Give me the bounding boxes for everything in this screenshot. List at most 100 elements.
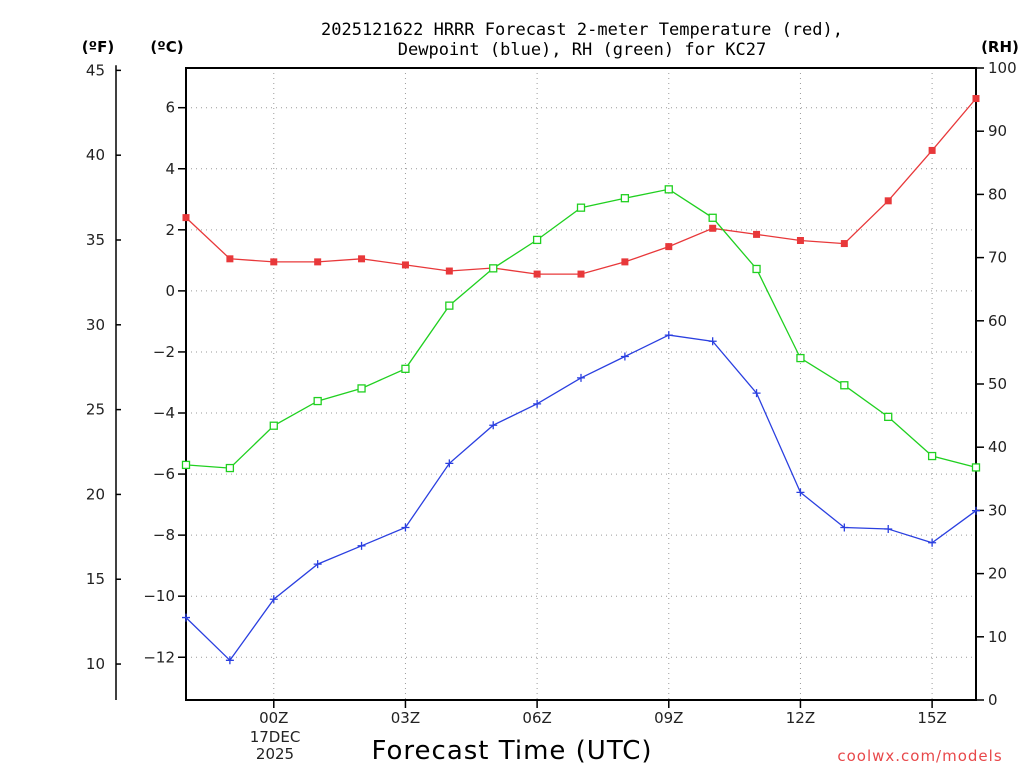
rh-point <box>884 412 893 422</box>
rh-tick-label: 70 <box>988 249 1007 267</box>
temperature-point <box>665 243 673 251</box>
rh-tick-label: 100 <box>988 59 1017 77</box>
rh-point <box>752 264 761 274</box>
rh-point <box>840 381 849 390</box>
temperature-point <box>577 270 585 278</box>
rh-tick-label: 90 <box>988 122 1007 140</box>
celsius-tick-label: −12 <box>143 648 175 666</box>
chart-title-line-1: 2025121622 HRRR Forecast 2-meter Tempera… <box>321 20 843 40</box>
temperature-point <box>182 214 190 222</box>
fahrenheit-tick-label: 35 <box>86 231 105 249</box>
celsius-tick-label: −4 <box>153 404 175 422</box>
rh-point <box>664 185 673 194</box>
dewpoint-point <box>928 538 937 547</box>
dewpoint-point <box>796 488 805 497</box>
temperature-point <box>928 146 936 154</box>
dewpoint-point <box>269 595 278 604</box>
date-label-year: 2025 <box>256 745 294 763</box>
celsius-tick-label: −6 <box>153 465 175 483</box>
temperature-line <box>185 98 977 275</box>
temperature-point <box>270 258 278 266</box>
rh-tick-label: 10 <box>988 628 1007 646</box>
x-tick-label: 12Z <box>786 709 815 727</box>
celsius-tick-label: 2 <box>165 221 175 239</box>
dewpoint-point <box>752 389 761 398</box>
temperature-point <box>796 237 804 245</box>
rh-point <box>927 451 937 461</box>
dewpoint-point <box>401 523 410 532</box>
rh-tick-label: 20 <box>988 565 1007 583</box>
fahrenheit-tick-label: 15 <box>86 570 105 588</box>
fahrenheit-tick-label: 25 <box>86 401 105 419</box>
dewpoint-point <box>708 337 717 346</box>
rh-point <box>181 460 191 470</box>
x-tick-label: 06Z <box>522 709 551 727</box>
credit-text: coolwx.com/models <box>837 747 1002 765</box>
rh-point <box>445 301 454 310</box>
dewpoint-point <box>664 331 673 340</box>
temperature-point <box>226 255 234 263</box>
x-axis-title: Forecast Time (UTC) <box>371 736 652 766</box>
fahrenheit-tick-label: 40 <box>86 146 105 164</box>
dewpoint-point <box>313 560 322 569</box>
fahrenheit-tick-label: 30 <box>86 316 105 334</box>
rh-tick-label: 80 <box>988 185 1007 203</box>
temperature-point <box>972 95 980 103</box>
temperature-point <box>753 230 761 238</box>
rh-point <box>796 353 805 363</box>
date-label-day: 17DEC <box>250 728 301 746</box>
rh-point <box>620 194 630 203</box>
rh-tick-label: 40 <box>988 438 1007 456</box>
rh-point <box>489 264 498 273</box>
x-tick-label: 15Z <box>917 709 946 727</box>
rh-point <box>532 235 542 245</box>
rh-tick-label: 50 <box>988 375 1007 393</box>
celsius-tick-label: −8 <box>153 526 175 544</box>
rh-point <box>357 384 366 393</box>
rh-point <box>708 213 717 222</box>
dewpoint-point <box>577 373 585 382</box>
dewpoint-point <box>182 613 190 622</box>
x-tick-label: 03Z <box>391 709 420 727</box>
dewpoint-point <box>357 541 366 550</box>
dewpoint-point <box>840 523 849 532</box>
rh-point <box>269 421 278 430</box>
dewpoint-point <box>884 525 893 534</box>
dewpoint-point <box>489 421 498 430</box>
temperature-point <box>840 240 848 248</box>
temperature-point <box>401 261 409 269</box>
temperature-point <box>314 258 322 266</box>
grid-lines <box>186 68 976 700</box>
temperature-point <box>533 270 541 278</box>
dewpoint-point <box>225 656 234 665</box>
dewpoint-line <box>185 334 977 662</box>
rh-point <box>401 364 410 373</box>
celsius-tick-label: 0 <box>165 282 175 300</box>
temperature-point <box>621 258 629 266</box>
rh-tick-label: 60 <box>988 312 1007 330</box>
fahrenheit-tick-label: 45 <box>86 61 105 79</box>
rh-point <box>576 203 586 212</box>
dewpoint-point <box>533 399 542 408</box>
celsius-unit-label: (ºC) <box>150 38 183 56</box>
celsius-tick-label: 4 <box>165 160 175 178</box>
rh-point <box>313 396 322 406</box>
temperature-point <box>884 197 892 205</box>
fahrenheit-unit-label: (ºF) <box>82 38 114 56</box>
dewpoint-point <box>972 506 980 515</box>
plot-series <box>181 95 981 665</box>
celsius-tick-label: −2 <box>153 343 175 361</box>
celsius-tick-label: 6 <box>165 99 175 117</box>
dewpoint-point <box>620 352 629 361</box>
chart-title-line-2: Dewpoint (blue), RH (green) for KC27 <box>398 40 766 60</box>
axes: 6420−2−4−6−8−10−124540353025201510100908… <box>86 59 1017 727</box>
fahrenheit-tick-label: 10 <box>86 655 105 673</box>
fahrenheit-tick-label: 20 <box>86 485 105 503</box>
rh-tick-label: 0 <box>988 691 998 709</box>
dewpoint-point <box>445 459 454 468</box>
rh-point <box>971 463 981 472</box>
plot-frame <box>185 67 977 701</box>
rh-tick-label: 30 <box>988 501 1007 519</box>
temperature-point <box>358 255 366 263</box>
